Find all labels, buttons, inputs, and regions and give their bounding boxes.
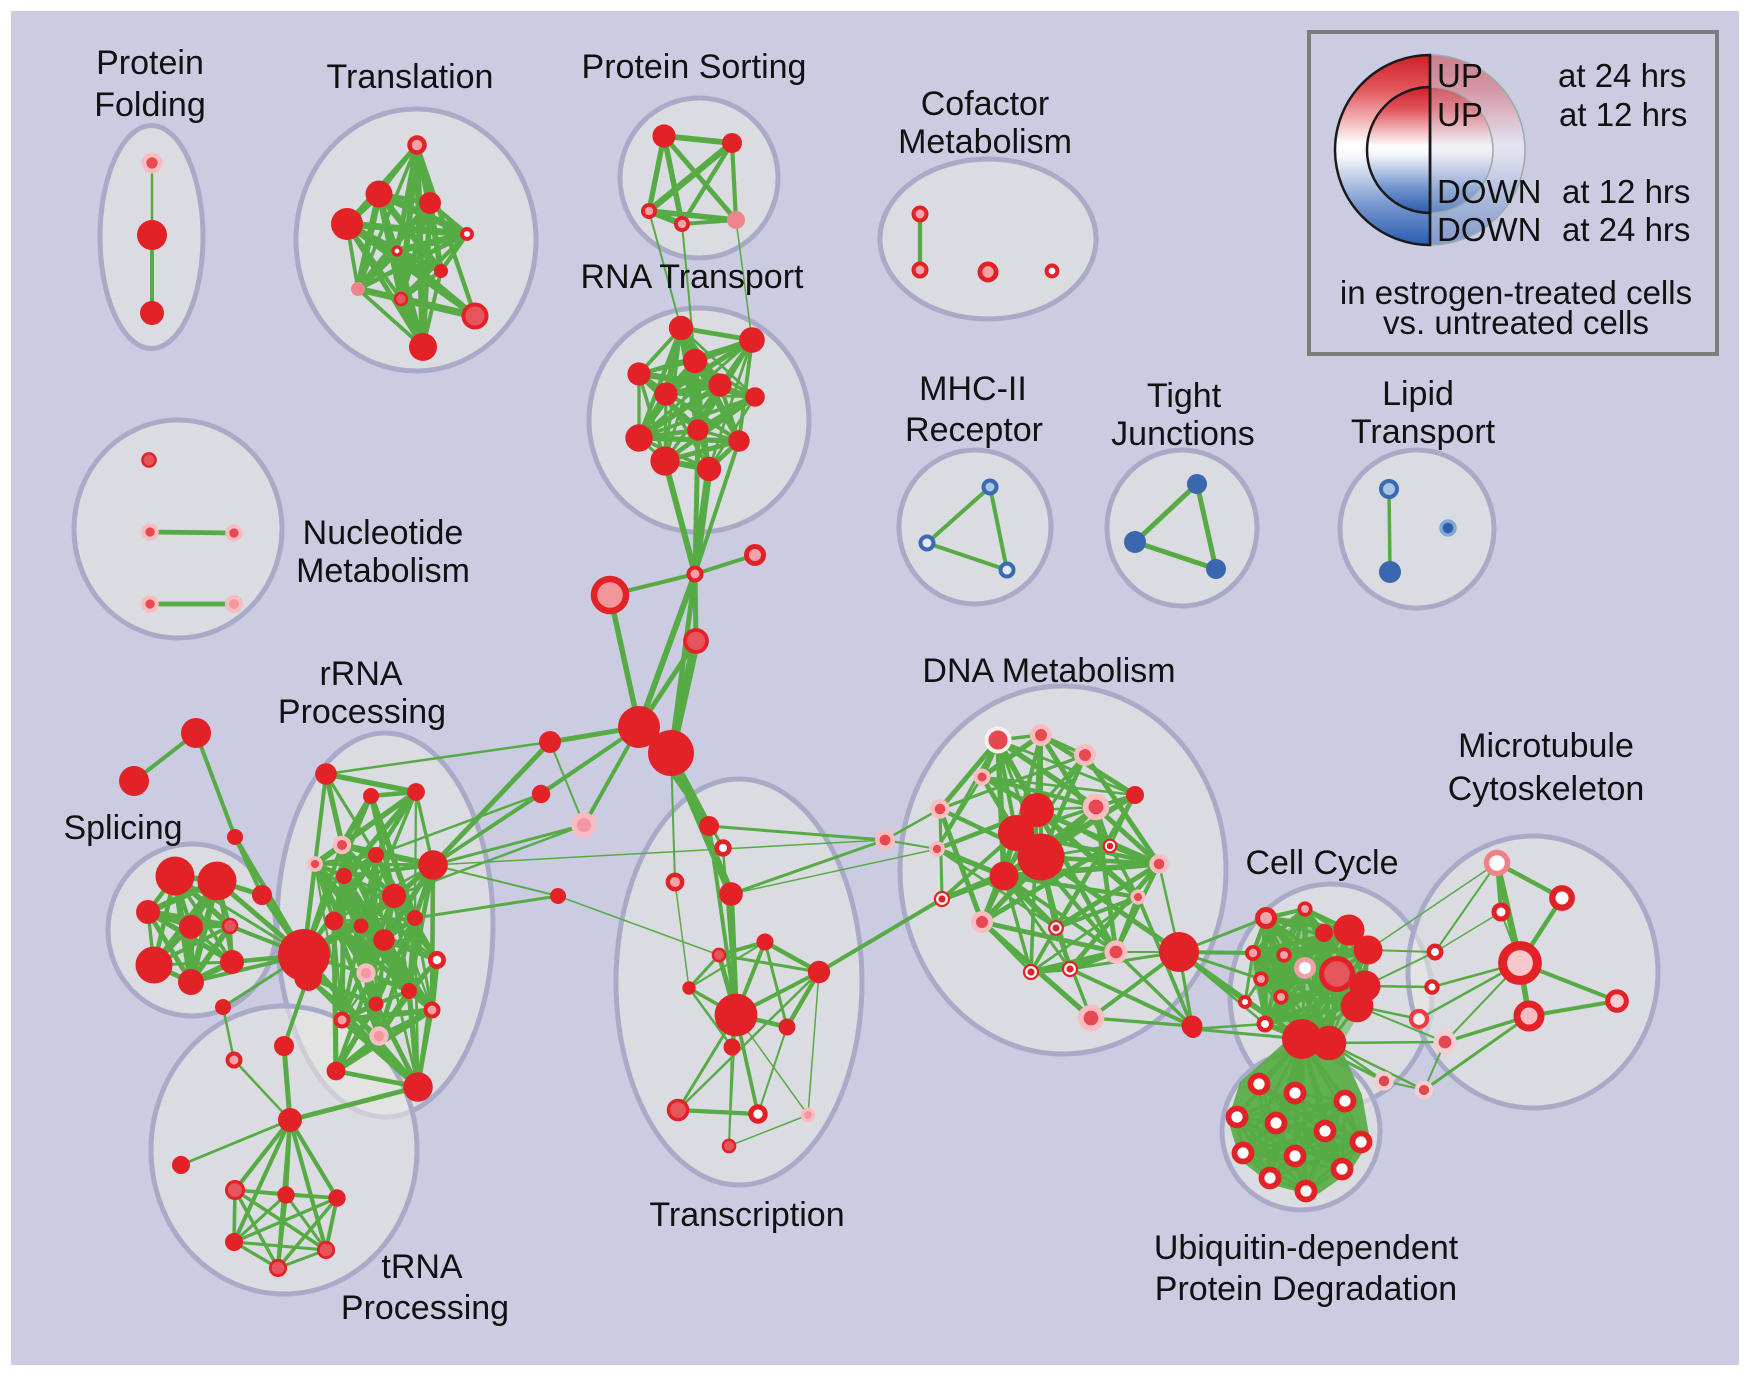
svg-text:RNA Transport: RNA Transport [581,258,805,296]
svg-text:at 12 hrs: at 12 hrs [1562,173,1690,210]
svg-text:UP: UP [1437,96,1483,133]
svg-text:Transport: Transport [1351,413,1496,451]
svg-text:Lipid: Lipid [1382,375,1454,413]
svg-text:DOWN: DOWN [1437,211,1541,248]
svg-text:Cell Cycle: Cell Cycle [1245,844,1398,882]
svg-text:tRNA: tRNA [381,1248,463,1286]
svg-text:Nucleotide: Nucleotide [303,514,464,552]
svg-text:Protein Sorting: Protein Sorting [582,48,807,86]
svg-text:Cytoskeleton: Cytoskeleton [1448,770,1645,808]
svg-text:rRNA: rRNA [319,655,402,693]
svg-text:at 24 hrs: at 24 hrs [1558,57,1686,94]
svg-text:Folding: Folding [94,86,206,124]
svg-text:DOWN: DOWN [1437,173,1541,210]
svg-text:Tight: Tight [1147,377,1222,415]
svg-text:Processing: Processing [278,693,446,731]
svg-text:at 12 hrs: at 12 hrs [1559,96,1687,133]
svg-text:Cofactor: Cofactor [921,85,1050,123]
svg-text:Junctions: Junctions [1111,415,1255,453]
svg-text:in estrogen-treated cells: in estrogen-treated cells [1340,274,1692,311]
svg-text:Transcription: Transcription [649,1196,844,1234]
svg-text:Splicing: Splicing [63,809,182,847]
svg-text:Protein Degradation: Protein Degradation [1155,1270,1457,1308]
svg-text:DNA Metabolism: DNA Metabolism [922,652,1175,690]
svg-text:Microtubule: Microtubule [1458,727,1634,765]
svg-text:Metabolism: Metabolism [898,123,1072,161]
svg-text:Protein: Protein [96,44,204,82]
svg-text:UP: UP [1437,57,1483,94]
svg-text:Metabolism: Metabolism [296,552,470,590]
svg-text:MHC-II: MHC-II [919,370,1027,408]
svg-text:Processing: Processing [341,1289,509,1327]
svg-text:at 24 hrs: at 24 hrs [1562,211,1690,248]
svg-text:Receptor: Receptor [905,411,1043,449]
svg-text:Ubiquitin-dependent: Ubiquitin-dependent [1154,1229,1459,1267]
svg-text:Translation: Translation [327,58,494,96]
svg-text:vs. untreated cells: vs. untreated cells [1383,304,1649,341]
